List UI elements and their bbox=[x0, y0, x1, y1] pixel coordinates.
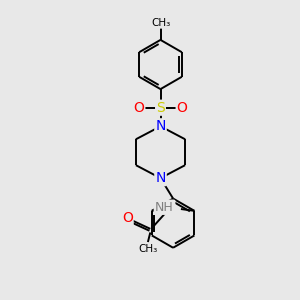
Text: CH₃: CH₃ bbox=[138, 244, 158, 254]
Text: O: O bbox=[177, 101, 188, 115]
Text: O: O bbox=[122, 211, 133, 225]
Text: Cl: Cl bbox=[162, 201, 174, 214]
Text: NH: NH bbox=[155, 201, 173, 214]
Text: N: N bbox=[155, 171, 166, 185]
Text: O: O bbox=[134, 101, 144, 115]
Text: CH₃: CH₃ bbox=[151, 18, 170, 28]
Text: S: S bbox=[156, 101, 165, 115]
Text: N: N bbox=[155, 119, 166, 133]
